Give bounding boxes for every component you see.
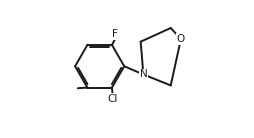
- Text: Cl: Cl: [107, 94, 118, 104]
- Text: O: O: [177, 34, 185, 44]
- Text: N: N: [139, 69, 147, 79]
- Text: F: F: [113, 29, 118, 39]
